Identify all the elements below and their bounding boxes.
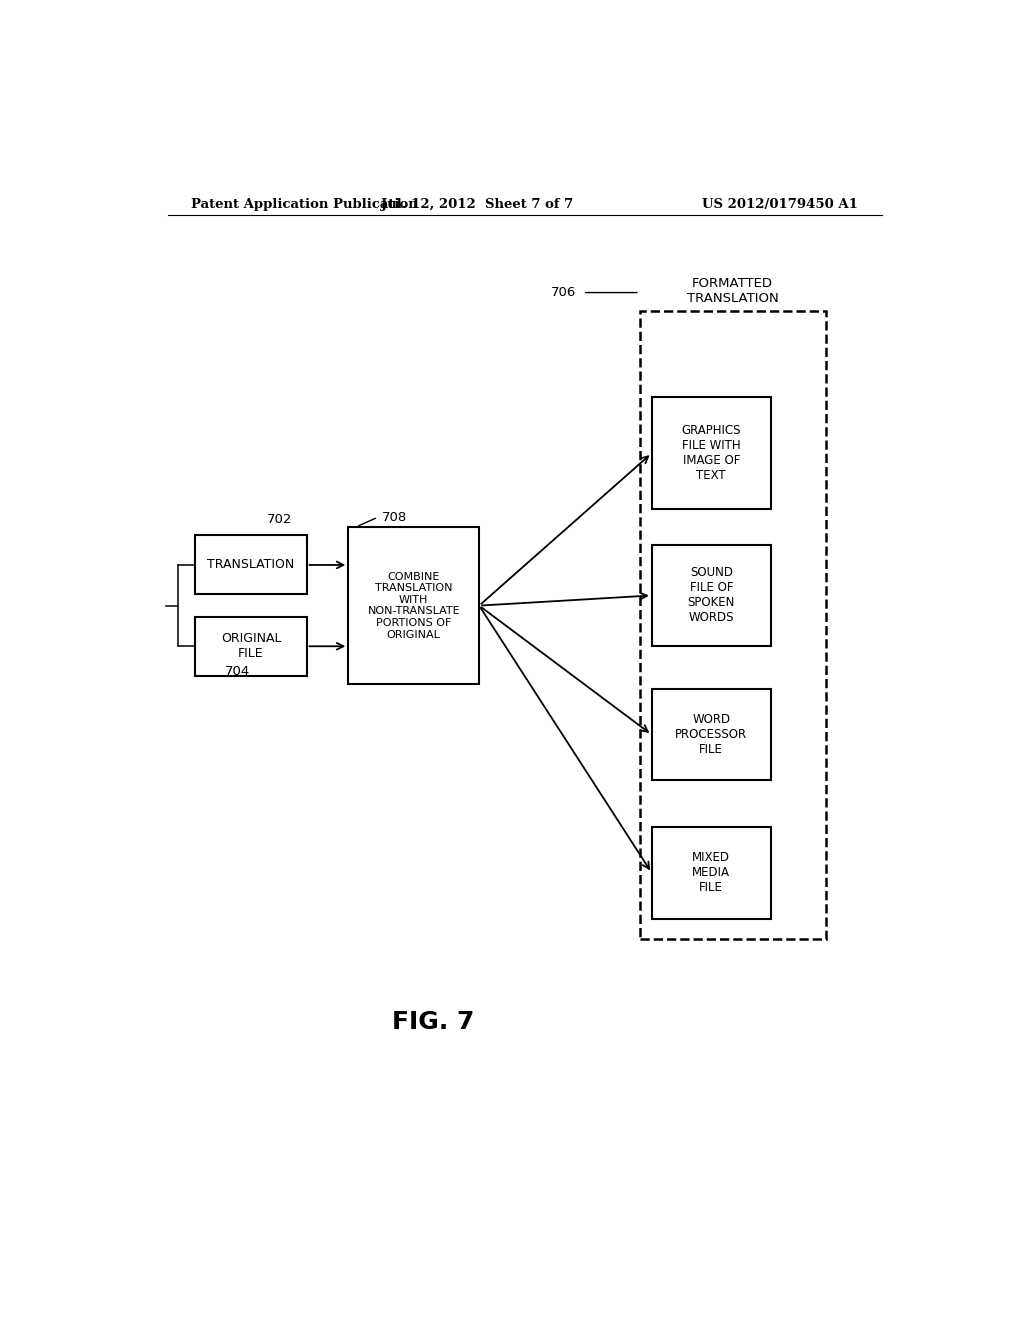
Bar xyxy=(652,545,771,647)
Text: 706: 706 xyxy=(551,286,577,300)
Text: 702: 702 xyxy=(267,512,292,525)
Bar xyxy=(196,616,306,676)
Bar xyxy=(196,536,306,594)
Text: 704: 704 xyxy=(225,665,250,678)
Text: WORD
PROCESSOR
FILE: WORD PROCESSOR FILE xyxy=(675,713,748,756)
Bar xyxy=(640,312,826,939)
Text: FORMATTED
TRANSLATION: FORMATTED TRANSLATION xyxy=(687,276,778,305)
Text: Patent Application Publication: Patent Application Publication xyxy=(191,198,418,211)
Text: TRANSLATION: TRANSLATION xyxy=(208,558,295,572)
Bar xyxy=(652,828,771,919)
Text: US 2012/0179450 A1: US 2012/0179450 A1 xyxy=(702,198,858,211)
Text: FIG. 7: FIG. 7 xyxy=(392,1010,475,1035)
Bar xyxy=(652,397,771,510)
Text: Jul. 12, 2012  Sheet 7 of 7: Jul. 12, 2012 Sheet 7 of 7 xyxy=(381,198,573,211)
Text: COMBINE
TRANSLATION
WITH
NON-TRANSLATE
PORTIONS OF
ORIGINAL: COMBINE TRANSLATION WITH NON-TRANSLATE P… xyxy=(368,572,460,640)
Bar xyxy=(348,527,479,684)
Text: SOUND
FILE OF
SPOKEN
WORDS: SOUND FILE OF SPOKEN WORDS xyxy=(687,566,735,624)
Text: ORIGINAL
FILE: ORIGINAL FILE xyxy=(221,632,282,660)
Text: GRAPHICS
FILE WITH
IMAGE OF
TEXT: GRAPHICS FILE WITH IMAGE OF TEXT xyxy=(682,424,741,482)
Text: MIXED
MEDIA
FILE: MIXED MEDIA FILE xyxy=(692,851,730,895)
Bar xyxy=(652,689,771,780)
Text: 708: 708 xyxy=(382,511,408,524)
